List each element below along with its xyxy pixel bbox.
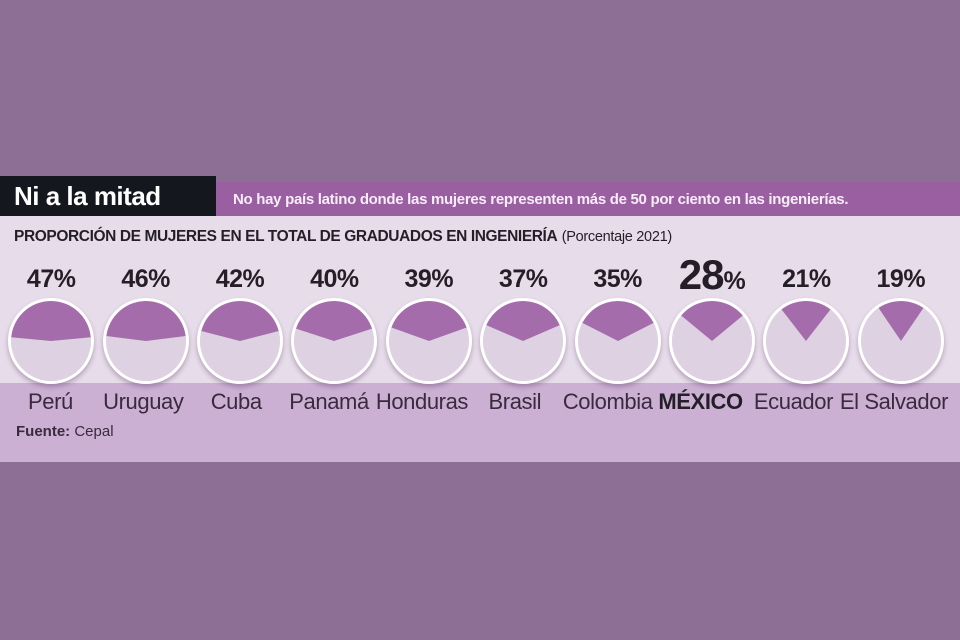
country-label: Ecuador — [753, 389, 834, 414]
country-label-row: Perú Uruguay Cuba Panamá Honduras Brasil Colom… — [0, 389, 960, 415]
percent-label: 39% — [404, 265, 454, 293]
country-label: Honduras — [375, 389, 469, 414]
country-label: Colombia — [562, 389, 653, 414]
pie-chart — [668, 298, 755, 384]
pie-chart — [291, 298, 378, 384]
percent-label: 21% — [782, 265, 831, 293]
percent-label: 35% — [593, 265, 642, 293]
pie-column: 37% — [476, 247, 570, 384]
country-label: Perú — [28, 389, 73, 414]
source-label: Fuente: — [16, 423, 71, 440]
pie-chart — [574, 298, 661, 384]
pie-column: 42% — [193, 247, 287, 384]
country-label: Cuba — [210, 389, 262, 414]
pie-column: 46% — [98, 247, 192, 384]
percent-label: 40% — [310, 265, 359, 293]
pie-chart — [857, 298, 944, 384]
source-value: Cepal — [74, 423, 114, 440]
pie-row: 47% 46% 42% 40% 39% 37% 35% 28% 21% 19% — [0, 247, 960, 384]
pie-chart — [480, 298, 567, 384]
banner: Ni a la mitad No hay país latino donde l… — [0, 176, 960, 462]
percent-label: 42% — [215, 265, 265, 293]
percent-label: 19% — [876, 265, 926, 293]
country-label: Panamá — [289, 389, 369, 414]
pie-column: 39% — [382, 247, 476, 384]
pie-column: 40% — [287, 247, 381, 384]
chart-title-row: PROPORCIÓN DE MUJERES EN EL TOTAL DE GRA… — [0, 227, 960, 247]
chart-title: PROPORCIÓN DE MUJERES EN EL TOTAL DE GRA… — [14, 228, 558, 245]
country-label: Brasil — [488, 389, 542, 414]
country-label: MÉXICO — [658, 389, 743, 414]
country-label: El Salvador — [839, 389, 949, 414]
percent-sign: % — [723, 266, 746, 295]
chart-subtitle: (Porcentaje 2021) — [561, 229, 672, 245]
headline-bar: No hay país latino donde las mujeres rep… — [216, 182, 960, 216]
label-strip: Perú Uruguay Cuba Panamá Honduras Brasil Colom… — [0, 383, 960, 462]
pie-column: 28% — [665, 247, 759, 384]
pie-column: 19% — [854, 247, 948, 384]
pie-column: 35% — [570, 247, 664, 384]
pie-column: 47% — [4, 247, 98, 384]
pie-chart — [196, 298, 283, 384]
country-label: Uruguay — [103, 389, 184, 414]
headline-text: No hay país latino donde las mujeres rep… — [233, 190, 849, 208]
kicker-badge: Ni a la mitad — [0, 176, 216, 216]
header-row: Ni a la mitad No hay país latino donde l… — [0, 176, 960, 216]
chart-panel: PROPORCIÓN DE MUJERES EN EL TOTAL DE GRA… — [0, 216, 960, 384]
percent-label: 46% — [121, 265, 170, 293]
percent-label: 28% — [678, 250, 746, 298]
kicker-text: Ni a la mitad — [14, 180, 161, 211]
percent-label: 47% — [26, 265, 76, 293]
pie-chart — [102, 298, 189, 384]
pie-chart — [8, 298, 95, 384]
percent-label: 37% — [498, 265, 548, 293]
pie-chart — [763, 298, 850, 384]
pie-chart — [385, 298, 472, 384]
pie-column: 21% — [759, 247, 853, 384]
source-note: Fuente: Cepal — [0, 423, 960, 440]
